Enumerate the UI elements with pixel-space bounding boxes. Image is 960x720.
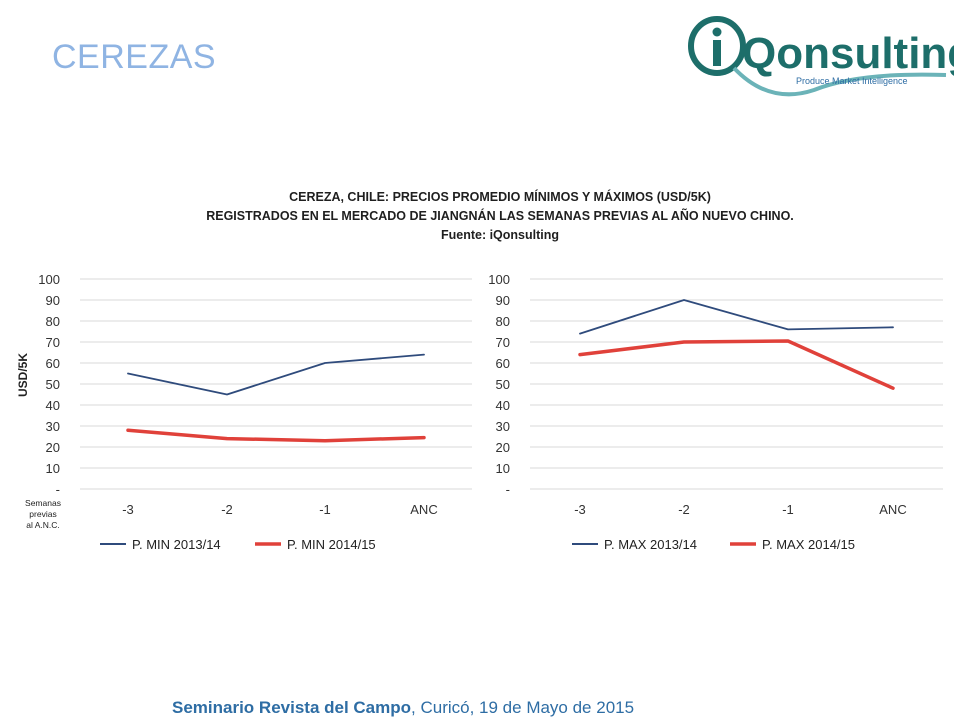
chart-header: CEREZA, CHILE: PRECIOS PROMEDIO MÍNIMOS … — [150, 188, 850, 245]
x-tick-label: ANC — [410, 502, 437, 517]
logo-i-dot — [712, 27, 722, 37]
y-tick-label: 90 — [496, 293, 510, 308]
y-tick-label: 60 — [496, 356, 510, 371]
legend-label: P. MIN 2013/14 — [132, 537, 221, 552]
y-tick-label: - — [56, 482, 60, 497]
y-tick-label: 10 — [46, 461, 60, 476]
y-tick-label: 60 — [46, 356, 60, 371]
logo-ring — [688, 16, 746, 76]
chart-header-line3: Fuente: iQonsulting — [440, 228, 560, 242]
y-tick-label: 80 — [496, 314, 510, 329]
y-tick-label: 70 — [496, 335, 510, 350]
y-tick-label: 50 — [496, 377, 510, 392]
slide-title: CEREZAS — [52, 38, 217, 76]
x-axis-note-line: Semanas — [25, 498, 61, 508]
legend-label: P. MAX 2013/14 — [604, 537, 697, 552]
x-tick-label: -1 — [319, 502, 331, 517]
x-tick-label: -3 — [574, 502, 586, 517]
footer: Seminario Revista del Campo, Curicó, 19 … — [172, 698, 634, 718]
x-tick-label: -2 — [678, 502, 690, 517]
y-tick-label: 30 — [46, 419, 60, 434]
chart-header-line1: CEREZA, CHILE: PRECIOS PROMEDIO MÍNIMOS … — [289, 190, 711, 204]
y-axis-label: USD/5K — [16, 353, 30, 397]
y-tick-label: 30 — [496, 419, 510, 434]
logo-i-stem — [713, 40, 721, 66]
x-tick-label: -3 — [122, 502, 134, 517]
x-axis-note-line: previas — [29, 509, 56, 519]
x-axis-note-line: al A.N.C. — [26, 520, 60, 530]
logo-tagline: Produce Market Intelligence — [796, 76, 908, 86]
legend-label: P. MIN 2014/15 — [287, 537, 376, 552]
y-tick-label: 10 — [496, 461, 510, 476]
y-tick-label: 50 — [46, 377, 60, 392]
footer-event: Seminario Revista del Campo — [172, 698, 412, 717]
y-tick-label: 80 — [46, 314, 60, 329]
y-tick-label: 20 — [496, 440, 510, 455]
y-tick-label: - — [506, 482, 510, 497]
y-tick-label: 100 — [488, 272, 510, 287]
logo-wordmark: Qonsulting — [742, 29, 954, 78]
x-tick-label: ANC — [879, 502, 906, 517]
series-line — [579, 299, 894, 335]
iqonsulting-logo: Qonsulting Produce Market Intelligence — [688, 16, 954, 97]
y-tick-label: 20 — [46, 440, 60, 455]
x-tick-label: -1 — [782, 502, 794, 517]
series-line — [127, 353, 425, 396]
y-tick-label: 90 — [46, 293, 60, 308]
x-axis-note: Semanas previas al A.N.C. — [25, 498, 61, 530]
logo-swoosh — [732, 66, 947, 97]
series-line — [126, 428, 426, 443]
chart-header-line2: REGISTRADOS EN EL MERCADO DE JIANGNÁN LA… — [206, 209, 794, 223]
y-tick-label: 100 — [38, 272, 60, 287]
footer-place-date: , Curicó, 19 de Mayo de 2015 — [411, 698, 635, 717]
series-line — [578, 339, 895, 390]
y-tick-label: 40 — [496, 398, 510, 413]
y-tick-label: 70 — [46, 335, 60, 350]
legend-label: P. MAX 2014/15 — [762, 537, 855, 552]
y-tick-label: 40 — [46, 398, 60, 413]
x-tick-label: -2 — [221, 502, 233, 517]
